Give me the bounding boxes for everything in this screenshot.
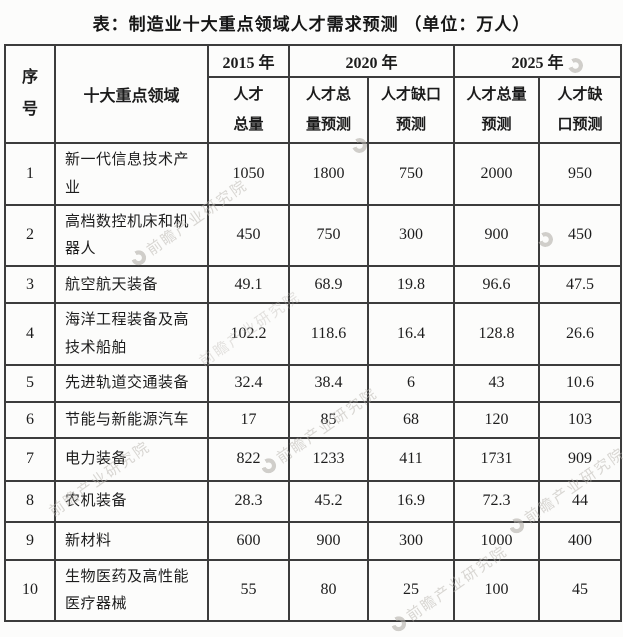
row-value-cell: 300	[366, 203, 456, 267]
row-value-cell: 1000	[453, 520, 541, 561]
row-value-cell: 19.8	[366, 265, 456, 304]
row-value-cell: 750	[288, 203, 369, 267]
row-value-cell: 900	[288, 520, 369, 561]
row-number-cell: 9	[4, 520, 56, 561]
row-number-cell: 4	[4, 302, 56, 366]
row-value-cell: 950	[538, 142, 623, 206]
header-gap-forecast-2020: 人才缺口预测	[366, 76, 456, 144]
header-year-2020: 2020 年	[287, 44, 456, 78]
row-value-cell: 43	[453, 363, 541, 403]
row-value-cell: 16.9	[366, 479, 456, 523]
row-value-cell: 450	[207, 203, 290, 267]
row-value-cell: 909	[538, 436, 623, 482]
header-total-forecast-2020: 人才总量预测	[288, 76, 369, 144]
row-field-cell: 新材料	[54, 520, 209, 561]
row-value-cell: 100	[453, 558, 541, 622]
row-field-cell: 先进轨道交通装备	[54, 363, 209, 403]
header-total-2015: 人才总量	[207, 76, 290, 144]
table-row: 2 高档数控机床和机器人 450 750 300 900 450	[4, 203, 623, 267]
row-value-cell: 85	[288, 400, 369, 439]
row-field-cell: 节能与新能源汽车	[54, 400, 209, 439]
table-title: 表：制造业十大重点领域人才需求预测 （单位：万人）	[92, 15, 531, 34]
row-value-cell: 400	[538, 520, 623, 561]
header-total-forecast-2025: 人才总量预测	[453, 76, 541, 144]
row-field-cell: 农机装备	[54, 479, 209, 523]
header-year-2025: 2025 年	[453, 44, 623, 78]
row-number-cell: 7	[4, 436, 56, 482]
row-value-cell: 80	[288, 558, 369, 622]
table-row: 10 生物医药及高性能医疗器械 55 80 25 100 45	[4, 558, 623, 622]
row-value-cell: 103	[538, 400, 623, 439]
table-body: 1 新一代信息技术产业 1050 1800 750 2000 950 2 高档数控机床和机器人 4…	[4, 142, 623, 622]
row-value-cell: 55	[207, 558, 290, 622]
row-value-cell: 68	[366, 400, 456, 439]
header-col-no: 序号	[4, 44, 56, 144]
row-value-cell: 102.2	[207, 302, 290, 366]
table-row: 5 先进轨道交通装备 32.4 38.4 6 43 10.6	[4, 363, 623, 403]
talent-demand-table: 序号 十大重点领域 2015 年 2020 年 2025 年 人才总量 人才总量…	[4, 44, 623, 622]
row-value-cell: 120	[453, 400, 541, 439]
row-value-cell: 411	[366, 436, 456, 482]
row-value-cell: 10.6	[538, 363, 623, 403]
row-number-cell: 8	[4, 479, 56, 523]
header-col-no-label: 序号	[21, 69, 38, 118]
table-row: 8 农机装备 28.3 45.2 16.9 72.3 44	[4, 479, 623, 523]
row-value-cell: 900	[453, 203, 541, 267]
table-header: 序号 十大重点领域 2015 年 2020 年 2025 年 人才总量 人才总量…	[4, 44, 623, 144]
row-value-cell: 2000	[453, 142, 541, 206]
row-value-cell: 1731	[453, 436, 541, 482]
table-row: 4 海洋工程装备及高技术船舶 102.2 118.6 16.4 128.8 26.6	[4, 302, 623, 366]
table-row: 6 节能与新能源汽车 17 85 68 120 103	[4, 400, 623, 439]
row-field-cell: 海洋工程装备及高技术船舶	[54, 302, 209, 366]
row-value-cell: 128.8	[453, 302, 541, 366]
row-value-cell: 38.4	[288, 363, 369, 403]
row-value-cell: 600	[207, 520, 290, 561]
row-value-cell: 1800	[288, 142, 369, 206]
row-value-cell: 45.2	[288, 479, 369, 523]
header-year-2015: 2015 年	[207, 44, 290, 78]
row-value-cell: 44	[538, 479, 623, 523]
row-value-cell: 45	[538, 558, 623, 622]
row-number-cell: 3	[4, 265, 56, 304]
row-value-cell: 32.4	[207, 363, 290, 403]
row-field-cell: 新一代信息技术产业	[54, 142, 209, 206]
row-field-cell: 航空航天装备	[54, 265, 209, 304]
row-field-cell: 高档数控机床和机器人	[54, 203, 209, 267]
row-value-cell: 1050	[207, 142, 290, 206]
row-number-cell: 6	[4, 400, 56, 439]
row-number-cell: 2	[4, 203, 56, 267]
row-value-cell: 26.6	[538, 302, 623, 366]
row-value-cell: 750	[366, 142, 456, 206]
row-field-cell: 生物医药及高性能医疗器械	[54, 558, 209, 622]
row-number-cell: 10	[4, 558, 56, 622]
row-value-cell: 96.6	[453, 265, 541, 304]
header-year-row: 序号 十大重点领域 2015 年 2020 年 2025 年	[4, 44, 623, 144]
row-value-cell: 25	[366, 558, 456, 622]
row-value-cell: 450	[538, 203, 623, 267]
row-value-cell: 47.5	[538, 265, 623, 304]
row-value-cell: 28.3	[207, 479, 290, 523]
table-row: 1 新一代信息技术产业 1050 1800 750 2000 950	[4, 142, 623, 206]
header-col-field: 十大重点领域	[54, 44, 209, 144]
table-row: 7 电力装备 822 1233 411 1731 909	[4, 436, 623, 482]
row-value-cell: 72.3	[453, 479, 541, 523]
row-value-cell: 68.9	[288, 265, 369, 304]
row-field-cell: 电力装备	[54, 436, 209, 482]
row-value-cell: 118.6	[288, 302, 369, 366]
page: 表：制造业十大重点领域人才需求预测 （单位：万人） 序号 十大重点领域 2015…	[4, 15, 623, 635]
row-value-cell: 822	[207, 436, 290, 482]
header-sub-row: 人才总量 人才总量预测 人才缺口预测 人才总量预测 人才缺口预测	[5, 76, 623, 144]
header-gap-forecast-2025: 人才缺口预测	[538, 76, 623, 144]
row-value-cell: 17	[207, 400, 290, 439]
row-number-cell: 5	[4, 363, 56, 403]
row-value-cell: 1233	[288, 436, 369, 482]
row-value-cell: 49.1	[207, 265, 290, 304]
table-row: 9 新材料 600 900 300 1000 400	[4, 520, 623, 561]
header-col-field-label: 十大重点领域	[83, 88, 180, 105]
row-value-cell: 16.4	[366, 302, 456, 366]
table-row: 3 航空航天装备 49.1 68.9 19.8 96.6 47.5	[4, 265, 623, 304]
row-value-cell: 300	[366, 520, 456, 561]
row-number-cell: 1	[4, 142, 56, 206]
row-value-cell: 6	[366, 363, 456, 403]
